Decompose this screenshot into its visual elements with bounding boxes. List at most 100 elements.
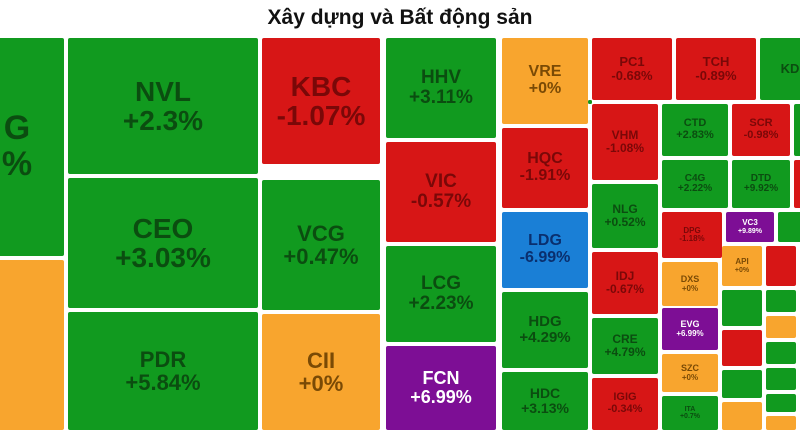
tile-cell-35[interactable] — [794, 104, 800, 156]
tile-change: +3.11% — [409, 87, 473, 108]
tile-cell-44[interactable] — [766, 316, 796, 338]
tile-ceo[interactable]: CEO +3.03% — [68, 178, 258, 308]
tile-tch[interactable]: TCH -0.89% — [676, 38, 756, 100]
tile-dxs[interactable]: DXS +0% — [662, 262, 718, 306]
tile-cell-45[interactable] — [766, 342, 796, 364]
tile-igig[interactable]: IGIG -0.34% — [592, 378, 658, 430]
tile-change: +6.99% — [410, 387, 472, 407]
tile-dpg[interactable]: DPG -1.18% — [662, 212, 722, 258]
tile-cell-47[interactable] — [766, 394, 796, 412]
tile-cre[interactable]: CRE +4.79% — [592, 318, 658, 374]
tile-cell-61[interactable] — [588, 100, 592, 104]
tile-kd[interactable]: KD — [760, 38, 800, 100]
tile-ticker: HDG — [528, 313, 562, 331]
tile-change: -0.89% — [695, 68, 737, 83]
tile-cell-38[interactable] — [766, 246, 796, 286]
tile-c4g[interactable]: C4G +2.22% — [662, 160, 728, 208]
tile-cell-40[interactable] — [722, 330, 762, 366]
tile-ticker: C4G — [684, 172, 706, 184]
tile-pdr[interactable]: PDR +5.84% — [68, 312, 258, 430]
tile-ticker: SZC — [681, 363, 699, 374]
tile-change: +4.29% — [519, 329, 571, 346]
tile-ticker: DPG — [683, 225, 701, 235]
tile-change: +0.7% — [679, 413, 701, 420]
tile-vcg[interactable]: VCG +0.47% — [262, 180, 380, 310]
tile-cell-41[interactable] — [722, 370, 762, 398]
tile-ticker: EVG — [680, 319, 700, 330]
tile-ticker: NVL — [135, 75, 191, 107]
tile-change: +3.03% — [115, 242, 211, 273]
tile-change: +4.79% — [604, 345, 646, 359]
tile-lcg[interactable]: LCG +2.23% — [386, 246, 496, 342]
tile-change: -1.91% — [519, 167, 571, 184]
tile-hhv[interactable]: HHV +3.11% — [386, 38, 496, 138]
tile-ticker: PC1 — [619, 54, 645, 70]
tile-cell-37[interactable] — [778, 212, 800, 242]
tile-nvl[interactable]: NVL +2.3% — [68, 38, 258, 174]
tile-change: +5.84% — [125, 370, 201, 395]
tile-ticker: LCG — [420, 273, 462, 295]
tile-cell-36[interactable] — [794, 160, 800, 208]
tile-change: +0% — [681, 372, 699, 382]
tile-change: +2.83% — [676, 129, 714, 141]
tile-vc3[interactable]: VC3 +9.89% — [726, 212, 774, 242]
tile-fcn[interactable]: FCN +6.99% — [386, 346, 496, 430]
tile-ticker: IDJ — [615, 269, 635, 284]
tile-vhm[interactable]: VHM -1.08% — [592, 104, 658, 180]
tile-scr[interactable]: SCR -0.98% — [732, 104, 790, 156]
tile-change: +0.52% — [604, 215, 646, 229]
tile-change: -0.68% — [611, 68, 653, 83]
tile-change: -1.18% — [679, 234, 705, 243]
tile-change: +0% — [528, 80, 562, 97]
tile-ticker: G — [3, 109, 31, 148]
tile-idj[interactable]: IDJ -0.67% — [592, 252, 658, 314]
tile-hqc[interactable]: HQC -1.91% — [502, 128, 588, 208]
tile-ticker: ITA — [684, 405, 696, 413]
tile-ticker: VHM — [611, 128, 639, 143]
tile-vic[interactable]: VIC -0.57% — [386, 142, 496, 242]
tile-change: -0.98% — [743, 129, 779, 141]
tile-hdc[interactable]: HDC +3.13% — [502, 372, 588, 430]
tile-pc1[interactable]: PC1 -0.68% — [592, 38, 672, 100]
tile-ctd[interactable]: CTD +2.83% — [662, 104, 728, 156]
tile-vre[interactable]: VRE +0% — [502, 38, 588, 124]
tile-ticker: HHV — [420, 67, 462, 89]
tile-szc[interactable]: SZC +0% — [662, 354, 718, 392]
tile-ticker: VRE — [528, 63, 562, 81]
tile-change: +0.47% — [283, 244, 359, 269]
tile-cell-39[interactable] — [722, 290, 762, 326]
tile-change: -0.34% — [607, 403, 643, 415]
tile-ticker: CTD — [683, 117, 707, 130]
tile-dtd[interactable]: DTD +9.92% — [732, 160, 790, 208]
tile-cell-42[interactable] — [722, 402, 762, 430]
tile-change: -1.07% — [276, 100, 366, 131]
tile-hdg[interactable]: HDG +4.29% — [502, 292, 588, 368]
tile-kbc[interactable]: KBC -1.07% — [262, 38, 380, 164]
tile-cell-43[interactable] — [766, 290, 796, 312]
tile-ticker: KBC — [290, 70, 352, 102]
tile-cell-48[interactable] — [766, 416, 796, 430]
tile-evg[interactable]: EVG +6.99% — [662, 308, 718, 350]
tile-cell-46[interactable] — [766, 368, 796, 390]
tile-ticker: VC3 — [742, 218, 758, 228]
tile-ldg[interactable]: LDG -6.99% — [502, 212, 588, 288]
tile-ticker: API — [735, 257, 749, 267]
tile-cii[interactable]: CII +0% — [262, 314, 380, 430]
tile-ticker: LDG — [528, 232, 562, 250]
tile-change: +0% — [298, 371, 344, 396]
tile-change: -1.08% — [605, 141, 645, 155]
tile-ticker: DTD — [750, 172, 772, 184]
tile-cell-56[interactable] — [0, 260, 64, 430]
tile-api[interactable]: API +0% — [722, 246, 762, 286]
tile-g[interactable]: G% — [0, 38, 64, 256]
tile-nlg[interactable]: NLG +0.52% — [592, 184, 658, 248]
tile-ticker: VIC — [425, 171, 457, 193]
chart-title: Xây dựng và Bất động sản — [267, 6, 533, 29]
tile-ita[interactable]: ITA +0.7% — [662, 396, 718, 430]
tile-ticker: KD — [780, 61, 800, 77]
tile-ticker: SCR — [749, 117, 773, 130]
tile-ticker: IGIG — [613, 391, 637, 404]
tile-change: -0.57% — [410, 191, 472, 212]
tile-change: +9.89% — [738, 227, 762, 235]
